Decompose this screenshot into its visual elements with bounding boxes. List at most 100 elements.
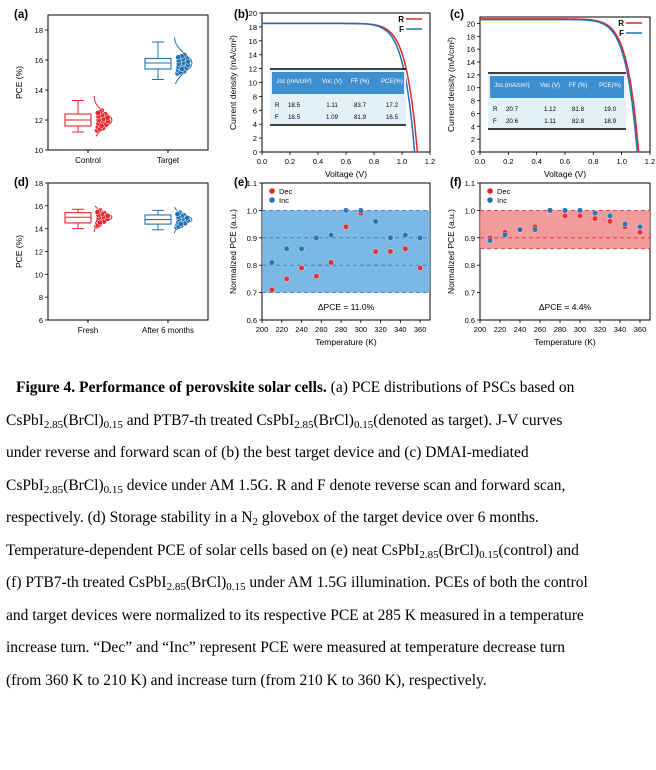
caption-text: Figure 4. Performance of perovskite sola… <box>16 379 327 396</box>
x-tick-label: 360 <box>414 325 427 334</box>
data-point <box>562 207 569 214</box>
y-tick-label: 0.7 <box>465 289 475 298</box>
x-tick-label: 280 <box>554 325 567 334</box>
caption-subscript: 0.15 <box>479 548 499 561</box>
x-tick-label: 0.8 <box>588 157 598 166</box>
y-tick-label: 0.8 <box>465 261 475 270</box>
caption-subscript: 2.85 <box>294 418 314 431</box>
y-tick-label: 14 <box>35 86 43 95</box>
table-row-label: F <box>275 114 279 121</box>
panel-a: (a) 10 12 14 16 18 PCE (%) Control Target <box>14 9 209 165</box>
figure-caption: Figure 4. Performance of perovskite sola… <box>6 372 646 697</box>
data-point <box>313 273 320 280</box>
legend-label: Dec <box>279 187 293 196</box>
x-tick-label: 0.4 <box>313 157 323 166</box>
x-tick-label: 200 <box>256 325 269 334</box>
data-point <box>174 211 181 218</box>
data-point <box>387 234 394 241</box>
caption-subscript: 2.85 <box>419 548 439 561</box>
legend-label: R <box>618 19 624 28</box>
caption-text: respectively. (d) Storage stability in a… <box>6 509 253 526</box>
x-tick-label: 360 <box>634 325 647 334</box>
caption-subscript: 0.15 <box>103 418 123 431</box>
table-cell: 1.11 <box>544 118 556 125</box>
data-point <box>268 259 275 266</box>
x-tick-label: 0.2 <box>285 157 295 166</box>
caption-line: (from 360 K to 210 K) and increase turn … <box>6 665 646 698</box>
caption-line: Figure 4. Performance of perovskite sola… <box>6 372 646 405</box>
table-cell: 16.5 <box>386 114 399 121</box>
y-tick-label: 0.7 <box>247 289 257 298</box>
x-tick-label: 320 <box>374 325 387 334</box>
table-cell: 83.7 <box>354 102 367 109</box>
data-point <box>283 275 290 282</box>
x-tick-label: 1.2 <box>645 157 655 166</box>
y-tick-label: 8 <box>471 97 475 106</box>
data-point <box>607 212 614 219</box>
caption-text: glovebox of the target device over 6 mon… <box>258 509 539 526</box>
y-tick-label: 14 <box>35 225 43 234</box>
legend-marker <box>487 197 493 203</box>
box <box>144 57 172 70</box>
y-tick-label: 0 <box>253 148 257 157</box>
table-header-bg <box>272 72 404 94</box>
y-tick-label: 12 <box>35 116 43 125</box>
y-tick-label: 14 <box>249 51 257 60</box>
x-tick-label: 0.0 <box>257 157 267 166</box>
caption-subscript: 0.15 <box>103 483 123 496</box>
y-tick-label: 10 <box>249 79 257 88</box>
caption-text: (control) and <box>498 541 579 559</box>
table-cell: 1.09 <box>326 114 339 121</box>
y-axis-label: PCE (%) <box>14 235 24 268</box>
data-point <box>328 232 335 239</box>
table-cell: 18.9 <box>604 118 617 125</box>
x-category-label: Control <box>75 156 101 165</box>
data-point <box>637 223 644 230</box>
data-point <box>372 218 379 225</box>
data-point <box>178 221 184 227</box>
y-tick-label: 16 <box>35 202 43 211</box>
data-point <box>417 264 424 271</box>
caption-subscript: 2.85 <box>43 418 64 431</box>
data-point <box>283 245 290 252</box>
data-point <box>313 234 320 241</box>
y-tick-label: 12 <box>249 65 257 74</box>
table-header: FF (%) <box>569 83 587 89</box>
data-point <box>104 114 111 121</box>
panel-label: (f) <box>450 177 462 189</box>
x-axis-label: Voltage (V) <box>544 169 586 179</box>
caption-text: (BrCl) <box>185 574 227 591</box>
y-axis-label: Normalized PCE (a.u.) <box>228 209 238 294</box>
y-tick-label: 12 <box>467 71 475 80</box>
table-cell: 1.12 <box>544 106 557 113</box>
axes-frame <box>47 14 209 151</box>
legend-marker <box>269 197 275 203</box>
y-tick-label: 18 <box>35 179 43 188</box>
y-tick-label: 16 <box>249 37 257 46</box>
panel-d: (d) 6 8 10 12 14 16 18 PCE (%) Fresh After 6 month… <box>14 177 209 335</box>
table-cell: 81.8 <box>572 106 585 113</box>
caption-text: and PTB7-th treated CsPbI <box>122 411 295 429</box>
x-tick-label: 240 <box>514 325 527 334</box>
x-tick-label: 340 <box>394 325 407 334</box>
legend-label: F <box>619 29 624 38</box>
y-tick-label: 0.6 <box>247 316 257 325</box>
panel-label: (c) <box>450 9 464 21</box>
data-point <box>577 207 584 214</box>
caption-text: Temperature-dependent PCE of solar cells… <box>6 541 420 559</box>
table-row-label: F <box>493 118 497 125</box>
data-point <box>298 245 305 252</box>
x-tick-label: 0.0 <box>475 157 485 166</box>
data-point <box>372 248 379 255</box>
caption-text: CsPbI <box>6 476 44 494</box>
caption-line: under reverse and forward scan of (b) th… <box>6 437 646 470</box>
caption-line: increase turn. “Dec” and “Inc” represent… <box>6 632 646 665</box>
panel-f: (f) 0.6 0.7 0.8 0.9 1.0 1.1 200 220 240 260 280 300 3… <box>446 177 651 347</box>
table-cell: 1.11 <box>326 102 338 109</box>
x-tick-label: 1.0 <box>616 157 626 166</box>
jv-curve <box>262 22 416 153</box>
data-point <box>637 229 644 236</box>
legend-label: F <box>399 25 404 34</box>
data-point <box>592 210 599 217</box>
caption-line: respectively. (d) Storage stability in a… <box>6 502 646 535</box>
